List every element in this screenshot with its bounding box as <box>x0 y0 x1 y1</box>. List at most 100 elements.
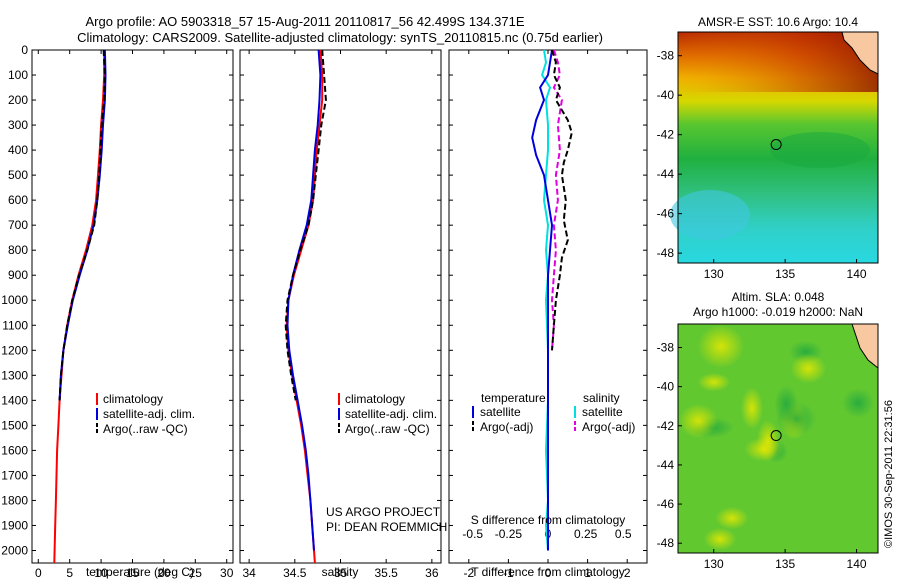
salinity-profile-panel: 34 34.5 35 35.5 36 climatology satellite-adj… <box>239 49 447 580</box>
sla-map-title-line-2: Argo h1000: -0.019 h2000: NaN <box>693 305 863 319</box>
argo-line <box>58 49 106 401</box>
legend-temperature-header: temperature <box>481 391 546 405</box>
temperature-axes-frame <box>31 49 234 564</box>
copyright-stamp: ©IMOS 30-Sep-2011 22:31:56 <box>883 400 895 548</box>
x-tick-label: 10 <box>94 566 108 580</box>
legend-climatology-label: climatology <box>103 392 163 406</box>
title-line-1: Argo profile: AO 5903318_57 15-Aug-2011 … <box>86 14 525 29</box>
salinity-difference-axis: -0.5 -0.25 0 0.25 0.5 <box>462 527 631 541</box>
lat-tick-label: -38 <box>657 49 675 63</box>
legend-sal-argo-label: Argo(-adj) <box>582 420 635 434</box>
depth-tick-label: 700 <box>8 218 28 232</box>
x-tick-label: 2 <box>624 566 631 580</box>
depth-tick-label: 1500 <box>1 418 28 432</box>
legend-satellite-label: satellite-adj. clim. <box>345 407 437 421</box>
lon-tick-label: 130 <box>704 557 724 571</box>
depth-tick-label: 500 <box>8 168 28 182</box>
top-tick-label: 0.25 <box>574 527 598 541</box>
sst-green-patch <box>770 132 870 168</box>
x-tick-label: 25 <box>189 566 203 580</box>
depth-tick-label: 900 <box>8 268 28 282</box>
lat-tick-label: -44 <box>657 458 675 472</box>
legend-temp-satellite-label: satellite <box>480 405 521 419</box>
temperature-profile-panel: 0100200300400500600700800900100011001200… <box>1 43 233 580</box>
x-tick-label: 35.5 <box>375 566 399 580</box>
lat-tick-label: -38 <box>657 340 675 354</box>
climatology-line <box>53 50 106 564</box>
lon-tick-label: 140 <box>847 557 867 571</box>
x-tick-label: 5 <box>66 566 73 580</box>
temperature-difference-axis: -2 -1 0 1 2 <box>463 50 631 580</box>
project-annotation-line-1: US ARGO PROJECT <box>326 505 441 519</box>
sst-map-title: AMSR-E SST: 10.6 Argo: 10.4 <box>698 15 858 29</box>
lat-tick-label: -40 <box>657 88 675 102</box>
difference-legend: temperature salinity satellite Argo(-adj… <box>472 391 635 434</box>
x-tick-label: 15 <box>126 566 140 580</box>
depth-tick-label: 2000 <box>1 543 28 557</box>
title-line-2: Climatology: CARS2009. Satellite-adjuste… <box>77 30 603 45</box>
sla-latitude-axis: -38 -40 -42 -44 -46 -48 <box>657 340 682 550</box>
temperature-axis: 0 5 10 15 20 25 30 <box>35 50 234 580</box>
difference-profile-panel: -2 -1 0 1 2 -0.5 -0.25 0 0.25 0.5 temperature sa… <box>448 49 648 580</box>
x-tick-label: 34.5 <box>283 566 307 580</box>
x-tick-label: 30 <box>220 566 234 580</box>
depth-tick-label: 300 <box>8 118 28 132</box>
legend-salinity-header: salinity <box>583 391 620 405</box>
lat-tick-label: -42 <box>657 419 675 433</box>
sst-map-panel: AMSR-E SST: 10.6 Argo: 10.4 130 135 140 -3… <box>657 15 879 281</box>
top-tick-label: -0.5 <box>462 527 483 541</box>
depth-tick-label: 1200 <box>1 343 28 357</box>
lat-tick-label: -42 <box>657 128 675 142</box>
salinity-axis: 34 34.5 35 35.5 36 <box>242 50 439 580</box>
x-tick-label: 36 <box>425 566 439 580</box>
depth-tick-label: 800 <box>8 243 28 257</box>
sst-latitude-axis: -38 -40 -42 -44 -46 -48 <box>657 49 682 260</box>
x-tick-label: -1 <box>503 566 514 580</box>
x-tick-label: 34 <box>242 566 256 580</box>
depth-tick-label: 1000 <box>1 293 28 307</box>
depth-tick-label: 1900 <box>1 518 28 532</box>
satellite-line <box>286 49 322 551</box>
lat-tick-label: -48 <box>657 536 675 550</box>
sla-map-panel: Altim. SLA: 0.048 Argo h1000: -0.019 h20… <box>657 290 879 571</box>
sla-anomaly-patch <box>678 403 718 438</box>
x-tick-label: 0 <box>35 566 42 580</box>
sst-map-frame <box>677 31 879 264</box>
argo-line <box>284 49 327 401</box>
top-tick-label: 0.5 <box>615 527 632 541</box>
sst-argo-location-marker <box>770 139 782 151</box>
sla-anomaly-patch <box>703 527 737 551</box>
lat-tick-label: -46 <box>657 207 675 221</box>
depth-tick-label: 1300 <box>1 368 28 382</box>
x-tick-label: 1 <box>584 566 591 580</box>
salinity-difference-xlabel: S difference from climatology <box>471 513 626 527</box>
depth-tick-label: 1400 <box>1 393 28 407</box>
sst-longitude-axis: 130 135 140 <box>704 259 867 281</box>
depth-tick-label: 1100 <box>2 318 28 332</box>
depth-tick-label: 600 <box>8 193 28 207</box>
sla-anomaly-patch <box>841 387 875 418</box>
lat-tick-label: -44 <box>657 167 675 181</box>
sla-anomaly-patch <box>790 353 827 384</box>
temperature-xlabel: temperature (deg C) <box>86 565 194 579</box>
temperature-legend: climatology satellite-adj. clim. Argo(..… <box>96 392 195 436</box>
depth-tick-label: 1700 <box>1 468 28 482</box>
temperature-lines <box>53 49 107 564</box>
depth-tick-label: 100 <box>8 68 28 82</box>
x-tick-label: 20 <box>157 566 171 580</box>
salinity-satellite-line <box>541 49 552 551</box>
lat-tick-label: -48 <box>657 246 675 260</box>
lon-tick-label: 140 <box>847 267 867 281</box>
salinity-legend: climatology satellite-adj. clim. Argo(..… <box>338 392 437 436</box>
sla-map-title-line-1: Altim. SLA: 0.048 <box>732 290 825 304</box>
difference-lines <box>531 49 573 551</box>
sla-longitude-axis: 130 135 140 <box>704 549 867 571</box>
depth-tick-label: 0 <box>21 43 28 57</box>
x-tick-label: 35 <box>334 566 348 580</box>
legend-climatology-label: climatology <box>345 392 405 406</box>
temperature-difference-xlabel: T difference from climatology <box>471 565 625 579</box>
sst-cool-patch <box>670 190 750 240</box>
lon-tick-label: 130 <box>704 267 724 281</box>
sla-anomaly-patches <box>678 324 875 551</box>
lon-tick-label: 135 <box>775 557 795 571</box>
